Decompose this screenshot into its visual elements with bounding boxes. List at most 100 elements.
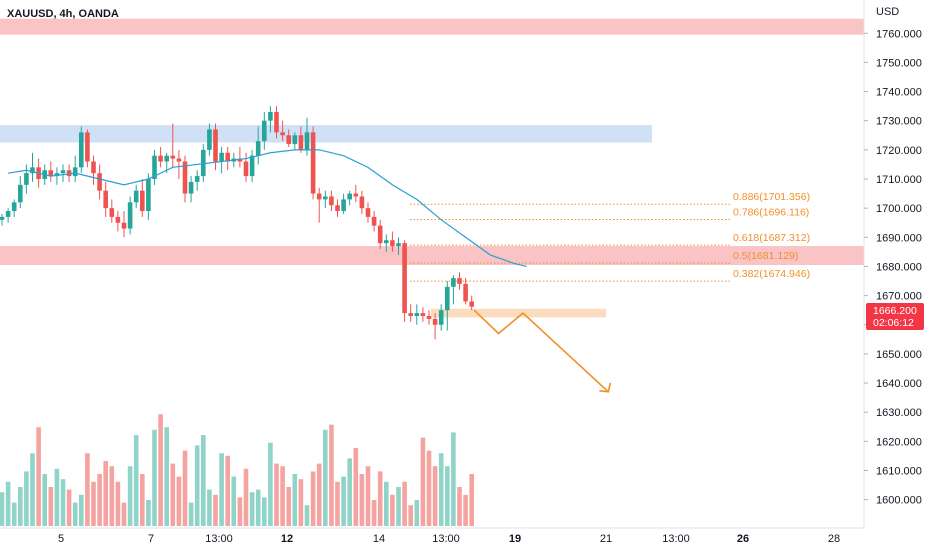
volume-bar — [249, 492, 255, 526]
candle-body — [54, 173, 60, 177]
volume-bar — [390, 494, 395, 526]
candle-body — [243, 161, 249, 177]
volume-bar — [219, 453, 224, 526]
volume-bar — [79, 494, 84, 526]
candle-body — [176, 158, 182, 162]
volume-bar — [54, 468, 60, 526]
volume-bar — [329, 424, 334, 526]
candles-layer — [0, 106, 474, 340]
zone-resistance-top — [0, 18, 864, 35]
volume-bar — [420, 437, 426, 526]
volume-bar — [255, 489, 261, 526]
candle-body — [286, 135, 291, 145]
price-tick-label: 1640.000 — [876, 378, 922, 390]
projection-layer — [473, 309, 612, 393]
price-badge-countdown: 02:06:12 — [873, 317, 914, 329]
candle-body — [60, 170, 66, 174]
candle-body — [127, 202, 133, 229]
candle-body — [365, 208, 371, 217]
candle-body — [414, 313, 420, 317]
candle-body — [188, 181, 194, 194]
candle-body — [255, 141, 261, 156]
volume-bar — [158, 414, 163, 526]
candle-body — [445, 286, 450, 311]
price-tick-label: 1690.000 — [876, 232, 922, 244]
volume-bar — [469, 474, 474, 526]
price-tick-label: 1710.000 — [876, 174, 922, 186]
candle-body — [72, 167, 78, 177]
candle-body — [469, 301, 474, 307]
volume-bar — [182, 450, 188, 526]
time-tick-label: 21 — [600, 533, 612, 545]
price-tick-label: 1720.000 — [876, 145, 922, 157]
candle-body — [310, 132, 316, 194]
time-axis[interactable]: 5 7 13:00 12 14 13:00 19 21 13:00 26 28 — [58, 533, 840, 545]
candle-body — [426, 316, 432, 319]
candle-body — [207, 129, 212, 150]
volume-bar — [103, 461, 108, 526]
volume-bar — [353, 448, 359, 526]
candle-body — [371, 216, 377, 226]
candle-body — [268, 111, 273, 121]
volume-bar — [42, 474, 47, 526]
volume-bar — [335, 481, 340, 526]
price-badge-price: 1666.200 — [873, 305, 917, 317]
price-tick-label: 1610.000 — [876, 466, 922, 478]
price-tick-label: 1620.000 — [876, 436, 922, 448]
candle-body — [164, 155, 169, 162]
candle-body — [262, 120, 267, 142]
volume-bar — [60, 479, 66, 526]
volume-bar — [30, 453, 35, 526]
price-axis[interactable]: 1600.000 1610.000 1620.000 1630.000 1640.000… — [864, 28, 922, 507]
volume-bar — [213, 494, 218, 526]
currency-label: USD — [876, 6, 899, 18]
candle-body — [341, 199, 346, 212]
volume-bar — [91, 481, 96, 526]
price-tick-label: 1730.000 — [876, 116, 922, 128]
volume-bar — [133, 435, 139, 526]
candle-body — [194, 176, 200, 182]
price-tick-label: 1630.000 — [876, 407, 922, 419]
volume-bar — [237, 497, 243, 526]
fibonacci-layer: 0.886(1701.356) 0.786(1696.116) 0.618(1687… — [410, 191, 810, 282]
volume-bar — [66, 489, 72, 526]
price-badge-bg — [866, 303, 924, 330]
volume-bar — [298, 479, 304, 526]
volume-bar — [432, 466, 438, 526]
candle-body — [66, 170, 72, 177]
volume-bar — [286, 487, 291, 526]
price-tick-label: 1700.000 — [876, 203, 922, 215]
fib-label: 0.5(1681.129) — [733, 250, 798, 262]
projection-arrow-path — [473, 309, 609, 393]
candle-body — [249, 155, 255, 177]
zone-support — [431, 308, 606, 318]
candle-body — [347, 193, 352, 200]
candle-body — [402, 243, 407, 314]
volume-bar — [341, 476, 346, 526]
candle-body — [323, 196, 328, 200]
candle-body — [377, 225, 383, 244]
candle-body — [304, 132, 310, 150]
fib-label: 0.786(1696.116) — [733, 206, 809, 218]
candle-body — [280, 132, 285, 136]
volume-bar — [445, 466, 450, 526]
moving-average-line — [8, 149, 527, 268]
volume-bar — [457, 487, 462, 526]
time-tick-label: 13:00 — [432, 533, 460, 545]
volume-bar — [36, 427, 41, 526]
candle-body — [18, 184, 23, 203]
volume-bar — [310, 471, 316, 526]
time-tick-label: 19 — [509, 533, 521, 545]
candle-body — [237, 158, 243, 162]
volume-bar — [262, 497, 267, 526]
candle-body — [109, 208, 115, 217]
candle-body — [115, 216, 121, 223]
candle-body — [219, 152, 224, 162]
volume-bar — [231, 476, 237, 526]
price-tick-label: 1600.000 — [876, 495, 922, 507]
volume-bar — [347, 458, 352, 526]
time-tick-label: 5 — [58, 533, 64, 545]
candle-body — [396, 243, 401, 247]
fib-label: 0.886(1701.356) — [733, 191, 810, 203]
